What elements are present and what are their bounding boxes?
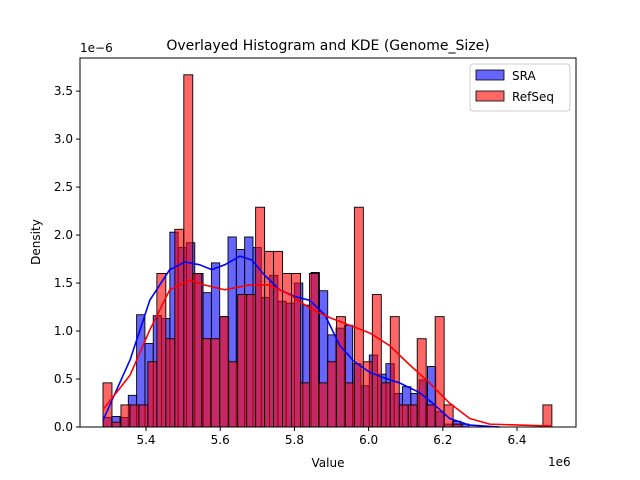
x-tick-label: 6.2 <box>433 433 452 447</box>
plot-frame <box>79 57 577 428</box>
y-tick-label: 1.5 <box>54 276 73 290</box>
bar-refseq <box>318 382 328 428</box>
y-tick-label: 0.5 <box>54 372 73 386</box>
bar-refseq <box>380 382 391 428</box>
bar-refseq <box>210 338 221 428</box>
bar-refseq <box>344 382 355 428</box>
y-axis-label: Density <box>29 219 43 265</box>
y-tick-label: 2.5 <box>54 180 73 194</box>
bar-refseq <box>228 361 239 428</box>
bar-refseq <box>353 206 364 428</box>
bar-refseq <box>192 272 203 428</box>
legend-swatch-sra <box>475 69 505 81</box>
bar-refseq <box>147 361 158 428</box>
bar-refseq <box>246 294 257 428</box>
bar-refseq <box>156 272 167 428</box>
bar-refseq <box>398 404 409 428</box>
x-tick-label: 5.4 <box>136 433 155 447</box>
bar-refseq <box>309 272 319 428</box>
bar-refseq <box>282 272 292 428</box>
bar-refseq <box>300 382 310 428</box>
y-tick-label: 3.0 <box>54 132 73 146</box>
x-axis-label: Value <box>312 456 345 470</box>
bar-refseq <box>389 316 400 428</box>
x-tick-label: 6.0 <box>359 433 378 447</box>
y-tick-label: 2.0 <box>54 228 73 242</box>
bar-refseq <box>443 404 454 428</box>
x-tick-label: 6.4 <box>507 433 526 447</box>
kde-line-refseq <box>102 279 553 427</box>
legend-swatch-refseq <box>475 90 505 102</box>
y-offset-label: 1e−6 <box>80 41 113 55</box>
bar-refseq <box>255 206 266 428</box>
bar-refseq <box>219 316 230 428</box>
bar-refseq <box>542 404 553 428</box>
x-tick-label: 5.6 <box>211 433 230 447</box>
bar-refseq <box>237 294 248 428</box>
bar-refseq <box>120 404 131 428</box>
bar-refseq <box>201 338 212 428</box>
x-tick-label: 5.8 <box>285 433 304 447</box>
y-tick-label: 0.0 <box>54 420 73 434</box>
bar-refseq <box>111 421 122 428</box>
bar-refseq <box>183 74 194 428</box>
legend-label-refseq: RefSeq <box>512 90 554 104</box>
y-tick-label: 1.0 <box>54 324 73 338</box>
bar-refseq <box>371 294 382 428</box>
legend: SRA RefSeq <box>469 63 571 112</box>
legend-label-sra: SRA <box>512 69 536 83</box>
bar-refseq <box>129 404 140 428</box>
bar-refseq <box>174 228 185 428</box>
bar-refseq <box>138 404 149 428</box>
y-tick-label: 3.5 <box>54 84 73 98</box>
x-offset-label: 1e6 <box>548 455 571 469</box>
bar-refseq <box>425 404 436 428</box>
bar-refseq <box>165 338 176 428</box>
kde-line-sra <box>102 255 500 428</box>
chart-title: Overlayed Histogram and KDE (Genome_Size… <box>166 38 489 54</box>
bar-refseq <box>273 250 284 428</box>
bar-refseq <box>416 338 427 428</box>
bar-refseq <box>264 250 275 428</box>
bar-refseq <box>407 404 418 428</box>
bar-refseq <box>335 316 346 428</box>
bar-refseq <box>326 361 337 428</box>
